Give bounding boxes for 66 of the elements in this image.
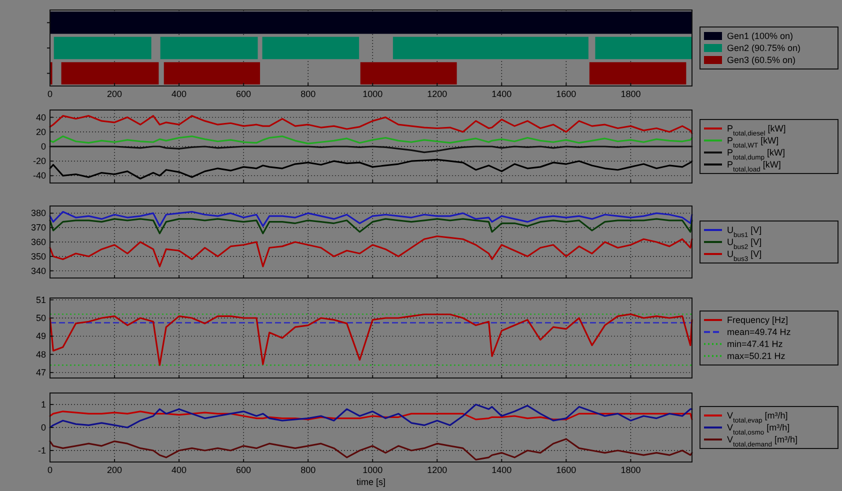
legend-label: V$_{total,evap}$ [m³/h] [727, 410, 788, 424]
y-tick-label: 50 [36, 313, 46, 323]
x-tick-label: 1800 [620, 465, 641, 475]
x-tick-label: 0 [47, 89, 53, 99]
y-tick-label: 51 [36, 294, 46, 305]
line-series [49, 235, 693, 268]
y-tick-label: 0 [40, 142, 46, 152]
legend-label: Gen1 (100% on) [727, 31, 794, 41]
y-tick-label: 340 [30, 266, 46, 276]
y-tick-label: 380 [30, 208, 46, 218]
legend-label: P$_{total,load}$ [kW] [727, 160, 781, 173]
x-tick-label: 1200 [427, 465, 448, 475]
x-tick-label: 600 [236, 465, 252, 475]
legend-label: P$_{total,dump}$ [kW] [727, 148, 786, 161]
x-tick-label: 1400 [492, 465, 512, 475]
y-tick-label: 370 [30, 222, 46, 233]
y-tick-label: 47 [36, 368, 46, 378]
x-tick-label: 200 [107, 89, 122, 99]
x-tick-label: 1600 [556, 465, 576, 475]
y-tick-label: -1 [38, 446, 46, 456]
legend-label: mean=49.74 Hz [727, 327, 792, 337]
legend-label: min=47.41 Hz [727, 339, 784, 349]
x-tick-label: 800 [300, 465, 316, 475]
line-series [49, 158, 693, 180]
x-tick-label: 1000 [362, 465, 383, 475]
line-series [49, 115, 693, 134]
x-tick-label: 1000 [362, 89, 383, 99]
line-series [49, 410, 693, 420]
x-tick-label: 1800 [620, 89, 641, 99]
legend-label: Frequency [Hz] [727, 315, 788, 325]
x-tick-label: 600 [236, 89, 252, 99]
legend-label: U$_{bus2}$ [V] [727, 237, 762, 250]
x-tick-label: 400 [172, 89, 187, 99]
x-tick-label: 800 [300, 89, 316, 99]
legend-label: U$_{bus1}$ [V] [727, 225, 762, 238]
legend-label: P$_{total,WT}$ [kW] [727, 136, 779, 149]
legend-label: Gen2 (90.75% on) [727, 43, 801, 53]
line-series [49, 135, 693, 144]
line-series [49, 438, 693, 460]
x-tick-label: 1200 [427, 89, 448, 99]
legend-label: Gen3 (60.5% on) [727, 55, 796, 65]
x-tick-label: 400 [172, 465, 187, 475]
y-tick-label: 48 [36, 349, 46, 360]
x-tick-label: 0 [47, 465, 53, 475]
line-series [49, 218, 693, 234]
y-tick-label: -20 [32, 156, 46, 166]
x-tick-label: 200 [107, 465, 122, 475]
line-series [49, 210, 693, 227]
y-tick-label: 40 [36, 112, 46, 122]
x-axis-title: time [s] [356, 477, 386, 487]
line-series [49, 313, 693, 366]
x-tick-label: 1400 [492, 89, 512, 99]
y-tick-label: 0 [40, 422, 46, 432]
legend-label: max=50.21 Hz [727, 351, 786, 361]
legend-label: P$_{total,diesel}$ [kW] [727, 124, 786, 137]
y-tick-label: 360 [30, 237, 46, 247]
y-tick-label: -40 [32, 170, 46, 181]
y-tick-label: 350 [30, 251, 46, 262]
legend-label: V$_{total,osmo}$ [m³/h] [727, 422, 790, 436]
line-series [49, 404, 693, 428]
y-tick-label: 49 [36, 331, 46, 342]
legend-label: V$_{total,demand}$ [m³/h] [727, 434, 798, 448]
x-tick-label: 1600 [556, 89, 576, 99]
legend-label: U$_{bus3}$ [V] [727, 249, 762, 262]
y-tick-label: 1 [40, 400, 46, 410]
y-tick-label: 20 [36, 126, 46, 137]
